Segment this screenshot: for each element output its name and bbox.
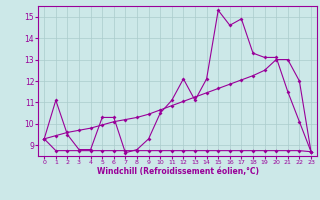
X-axis label: Windchill (Refroidissement éolien,°C): Windchill (Refroidissement éolien,°C) [97,167,259,176]
